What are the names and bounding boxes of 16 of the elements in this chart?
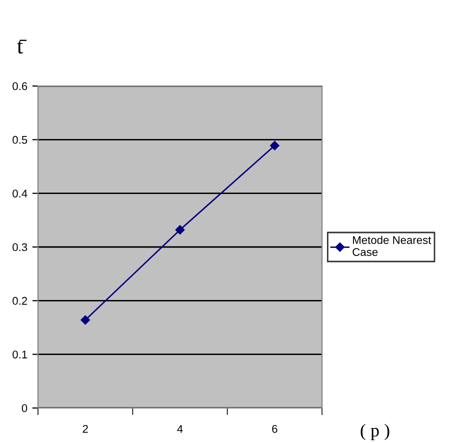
x-tick-label: 6	[272, 424, 278, 433]
y-tick-label: 0.2	[12, 296, 28, 305]
y-tick-label: 0.1	[12, 350, 28, 358]
y-tick-label: 0.3	[12, 243, 28, 252]
y-tick-label: 0.6	[12, 82, 28, 90]
y-axis-title: t̄	[17, 40, 26, 54]
y-tick-label: 0	[22, 404, 28, 412]
point	[80, 315, 90, 325]
point	[270, 140, 280, 150]
y-tick-label: 0.4	[12, 190, 28, 198]
legend-label: Metode Nearest Case	[352, 236, 432, 256]
x-tick-label: 4	[177, 425, 183, 433]
y-tick-label: 0.5	[12, 136, 28, 144]
x-axis-title: ( p )	[360, 424, 390, 440]
x-tick-label: 2	[82, 424, 88, 433]
point	[175, 225, 185, 234]
